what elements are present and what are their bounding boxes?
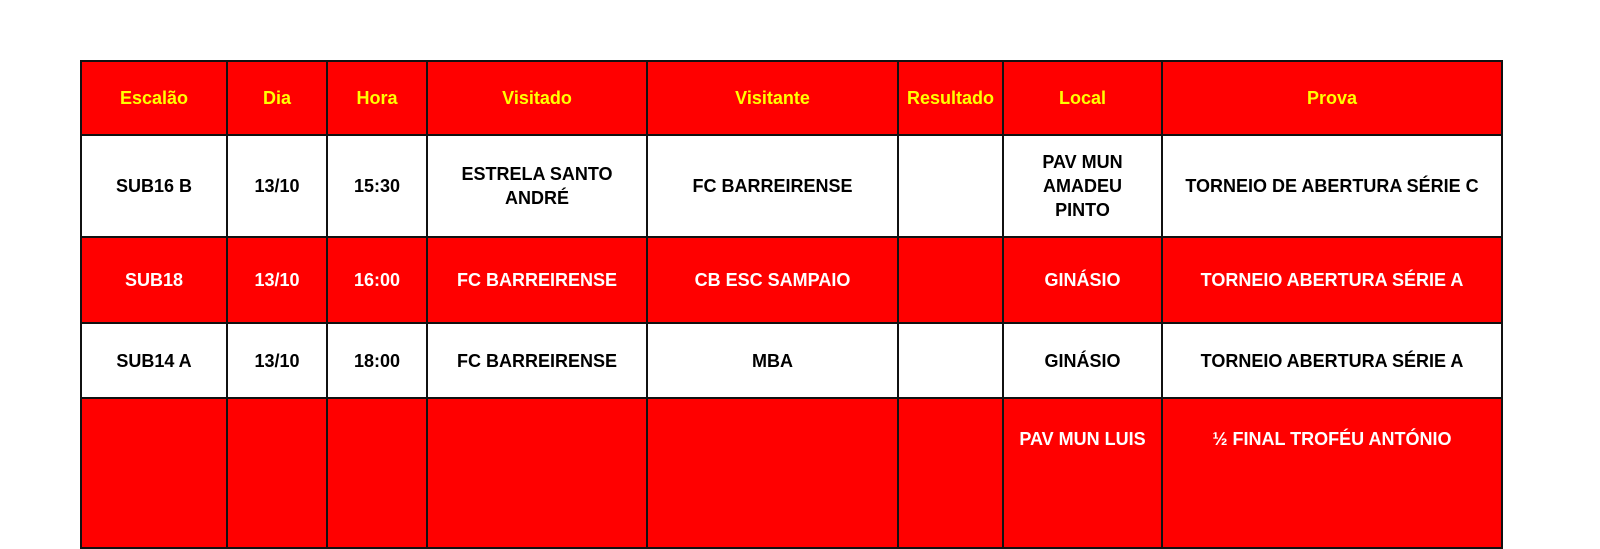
- cell-prova: TORNEIO ABERTURA SÉRIE A: [1161, 236, 1503, 324]
- table-row: SUB14 A 13/10 18:00 FC BARREIRENSE MBA G…: [80, 322, 1503, 399]
- header-resultado: Resultado: [897, 60, 1004, 136]
- header-dia: Dia: [226, 60, 328, 136]
- cell-prova: TORNEIO ABERTURA SÉRIE A: [1161, 322, 1503, 399]
- cell-escalao: [80, 397, 228, 549]
- cell-hora: 16:00: [326, 236, 428, 324]
- cell-resultado: [897, 397, 1004, 549]
- cell-escalao: SUB18: [80, 236, 228, 324]
- header-visitante: Visitante: [646, 60, 899, 136]
- table-row: SUB16 B 13/10 15:30 ESTRELA SANTO ANDRÉ …: [80, 134, 1503, 238]
- cell-escalao: SUB14 A: [80, 322, 228, 399]
- cell-prova: TORNEIO DE ABERTURA SÉRIE C: [1161, 134, 1503, 238]
- cell-escalao: SUB16 B: [80, 134, 228, 238]
- header-escalao: Escalão: [80, 60, 228, 136]
- games-schedule-table: Escalão Dia Hora Visitado Visitante Resu…: [80, 60, 1503, 549]
- cell-dia: 13/10: [226, 236, 328, 324]
- cell-dia: 13/10: [226, 322, 328, 399]
- cell-dia: 13/10: [226, 134, 328, 238]
- cell-visitante: CB ESC SAMPAIO: [646, 236, 899, 324]
- header-row: Escalão Dia Hora Visitado Visitante Resu…: [80, 60, 1503, 136]
- cell-hora: 18:00: [326, 322, 428, 399]
- cell-visitante: [646, 397, 899, 549]
- header-hora: Hora: [326, 60, 428, 136]
- header-local: Local: [1002, 60, 1163, 136]
- table-row: SUB18 13/10 16:00 FC BARREIRENSE CB ESC …: [80, 236, 1503, 324]
- cell-resultado: [897, 236, 1004, 324]
- cell-visitado: [426, 397, 648, 549]
- header-prova: Prova: [1161, 60, 1503, 136]
- cell-resultado: [897, 322, 1004, 399]
- cell-visitado: ESTRELA SANTO ANDRÉ: [426, 134, 648, 238]
- header-visitado: Visitado: [426, 60, 648, 136]
- cell-local: GINÁSIO: [1002, 322, 1163, 399]
- cell-hora: 15:30: [326, 134, 428, 238]
- cell-local: PAV MUN AMADEU PINTO: [1002, 134, 1163, 238]
- cell-visitante: FC BARREIRENSE: [646, 134, 899, 238]
- cell-resultado: [897, 134, 1004, 238]
- cell-visitado: FC BARREIRENSE: [426, 322, 648, 399]
- cell-hora: [326, 397, 428, 549]
- cell-local: PAV MUN LUIS: [1002, 397, 1163, 549]
- cell-local: GINÁSIO: [1002, 236, 1163, 324]
- cell-dia: [226, 397, 328, 549]
- cell-visitante: MBA: [646, 322, 899, 399]
- table-row: PAV MUN LUIS ½ FINAL TROFÉU ANTÓNIO: [80, 397, 1503, 549]
- cell-visitado: FC BARREIRENSE: [426, 236, 648, 324]
- cell-prova: ½ FINAL TROFÉU ANTÓNIO: [1161, 397, 1503, 549]
